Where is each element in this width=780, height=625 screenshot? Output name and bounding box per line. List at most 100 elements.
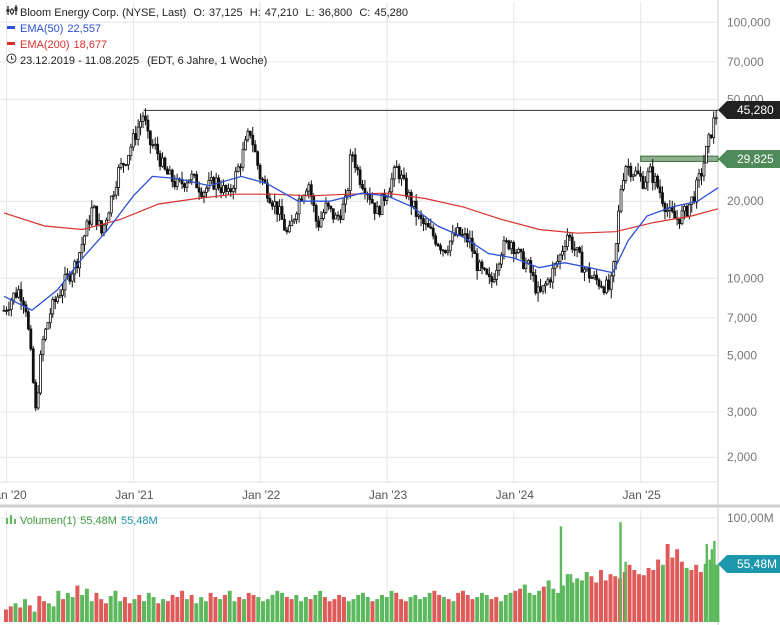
volume-bar [546, 580, 551, 622]
candle-body [305, 190, 308, 196]
volume-bar [142, 601, 146, 622]
candle-body [629, 165, 633, 178]
candle-body [661, 192, 664, 204]
volume-bar [8, 606, 13, 622]
candle-body [265, 182, 269, 199]
volume-bar [399, 599, 404, 622]
candle-body [429, 226, 433, 229]
candle-body [709, 134, 713, 138]
volume-bar [503, 594, 508, 622]
x-tick-label: Jan '20 [0, 488, 27, 502]
chart-candles-icon [6, 4, 18, 21]
volume-bar [489, 599, 494, 622]
ema50-legend[interactable]: EMA(50) 22,557 [6, 21, 105, 37]
ema200-label: EMA(200) [20, 39, 70, 51]
candle-body [580, 251, 584, 273]
candle-body [261, 178, 264, 181]
candle-body [524, 262, 528, 269]
volume-bar [603, 580, 608, 622]
volume-bar [4, 609, 8, 622]
range-note: (EDT, 6 Jahre, 1 Woche) [147, 55, 268, 67]
candle-body [422, 218, 425, 224]
candle-body [478, 261, 481, 272]
x-tick-label: Jan '23 [369, 488, 408, 502]
candle-body [458, 227, 462, 236]
candle-body [707, 134, 711, 147]
candle-body [529, 260, 533, 273]
volume-bar [384, 597, 389, 622]
y-tick-label: 10,000 [727, 271, 764, 285]
candle-body [551, 267, 555, 283]
candle-body [9, 299, 13, 310]
open-label: O: [193, 7, 205, 19]
volume-bar [475, 597, 480, 622]
candle-body [246, 130, 250, 141]
candle-body [202, 191, 206, 197]
ema50-value: 22,557 [67, 23, 102, 35]
candle-body [302, 194, 306, 202]
volume-legend[interactable]: Volumen(1) 55,48M 55,48M [6, 513, 162, 529]
volume-bar [560, 585, 565, 622]
volume-bar [698, 572, 703, 622]
volume-bar [189, 594, 194, 622]
ema50-line [3, 175, 719, 311]
candle-body [14, 292, 18, 298]
volume-bar [118, 601, 123, 622]
candle-body [31, 348, 35, 383]
candle-body [90, 207, 94, 225]
volume-bar [99, 599, 104, 622]
candle-body [317, 220, 321, 228]
candle-body [163, 157, 167, 170]
candle-body [622, 180, 625, 190]
candle-body [307, 184, 311, 192]
volume-bar [441, 597, 446, 622]
ema200-legend[interactable]: EMA(200) 18,677 [6, 37, 111, 53]
candle-body [192, 173, 196, 176]
candle-body [397, 165, 401, 180]
volume-bar [375, 599, 380, 622]
volume-bar [46, 603, 51, 622]
candle-body [226, 188, 230, 192]
volume-bar [365, 597, 370, 622]
candle-body [112, 194, 116, 197]
candle-body [95, 205, 99, 226]
last-price-tag: 45,280 [718, 101, 780, 120]
candle-body [644, 181, 647, 189]
volume-bar [660, 564, 665, 622]
volume-bar [170, 594, 175, 622]
candle-body [656, 175, 660, 188]
candle-body [34, 382, 38, 409]
candle-body [509, 242, 513, 250]
low-value: 36,800 [318, 7, 353, 19]
volume-bar [446, 599, 451, 622]
candle-body [80, 243, 84, 254]
volume-bar [627, 564, 632, 622]
candle-body [553, 263, 557, 269]
volume-bar [199, 597, 204, 622]
volume-bar [123, 597, 127, 622]
candle-body [619, 188, 623, 212]
x-tick-label: Jan '21 [115, 488, 154, 502]
volume-bar [203, 601, 208, 622]
volume-bar [537, 590, 542, 622]
close-label: C: [359, 7, 371, 19]
volume-label: Volumen(1) [20, 515, 77, 527]
candle-body [117, 167, 121, 188]
candle-body [522, 251, 525, 269]
candle-body [595, 274, 599, 281]
volume-bar [689, 570, 694, 622]
candle-body [636, 170, 640, 175]
candle-body [158, 153, 162, 167]
candle-body [673, 210, 677, 219]
candle-body [256, 151, 260, 166]
candle-body [465, 233, 469, 243]
candle-body [190, 173, 194, 181]
candle-body [592, 274, 596, 279]
candle-body [658, 186, 662, 194]
volume-bar [61, 599, 66, 622]
candle-body [280, 206, 284, 220]
volume-bar [299, 601, 304, 622]
candle-body [290, 220, 294, 227]
volume-bar-spike [710, 549, 714, 622]
